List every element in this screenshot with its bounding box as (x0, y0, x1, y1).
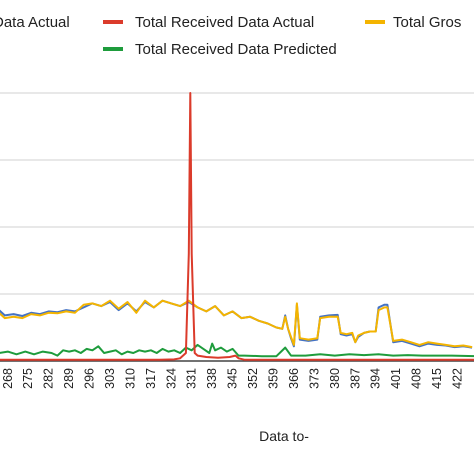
x-tick-label: 415 (430, 368, 444, 389)
x-axis-ticks: 268 275 282 289 296 303 310 317 324 331 338 345 352 3… (1, 368, 465, 389)
legend: Data Actual Total Received Data Actual Tot… (0, 14, 461, 58)
x-tick-label: 338 (205, 368, 219, 389)
x-tick-label: 275 (21, 368, 35, 389)
x-tick-label: 352 (246, 368, 260, 389)
series-lines (0, 92, 474, 361)
x-tick-label: 296 (83, 368, 97, 389)
x-axis-title: Data to- (259, 428, 309, 444)
gridlines (0, 92, 474, 362)
x-tick-label: 324 (164, 368, 178, 389)
x-tick-label: 310 (123, 368, 137, 389)
x-tick-label: 331 (185, 368, 199, 389)
x-tick-label: 359 (267, 368, 281, 389)
legend-label-total-received-data-actual: Total Received Data Actual (135, 14, 314, 31)
x-tick-label: 345 (226, 368, 240, 389)
x-tick-label: 380 (328, 368, 342, 389)
x-tick-label: 422 (451, 368, 465, 389)
x-tick-label: 282 (42, 368, 56, 389)
x-tick-label: 408 (410, 368, 424, 389)
x-tick-label: 303 (103, 368, 117, 389)
x-tick-label: 387 (348, 368, 362, 389)
x-tick-label: 289 (62, 368, 76, 389)
x-tick-label: 373 (307, 368, 321, 389)
x-tick-label: 394 (369, 368, 383, 389)
legend-label-total-received-data-predicted: Total Received Data Predicted (135, 41, 337, 58)
x-tick-label: 317 (144, 368, 158, 389)
legend-label-data-actual: Data Actual (0, 14, 70, 31)
x-tick-label: 366 (287, 368, 301, 389)
x-tick-label: 268 (1, 368, 15, 389)
legend-label-total-gros: Total Gros (393, 14, 461, 31)
x-tick-label: 401 (389, 368, 403, 389)
series-line-total-received-data-predicted (0, 342, 474, 358)
series-line-total-gros (0, 299, 473, 349)
series-line-total-received-data-actual (0, 92, 474, 361)
